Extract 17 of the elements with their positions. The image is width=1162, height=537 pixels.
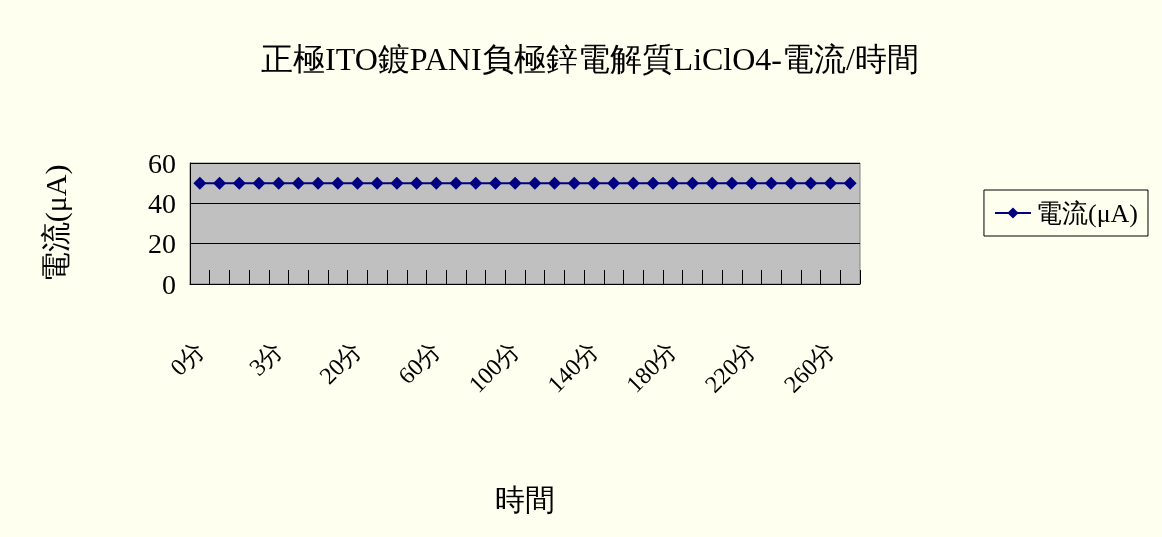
y-tick-label: 20 (148, 228, 176, 260)
x-tick-label: 60分 (393, 336, 446, 390)
legend-label: 電流(μA) (1035, 198, 1139, 228)
chart-title: 正極ITO鍍PANI負極鋅電解質LiClO4-電流/時間 (261, 41, 919, 77)
x-tick-label: 3分 (244, 336, 288, 381)
x-tick-label: 0分 (165, 336, 210, 381)
y-tick-label: 0 (162, 268, 176, 300)
x-tick-label: 260分 (778, 336, 840, 398)
x-tick-label: 180分 (621, 336, 682, 398)
x-tick-label: 220分 (700, 336, 761, 398)
x-axis-title: 時間 (495, 482, 555, 516)
x-tick-label: 100分 (463, 336, 525, 398)
x-tick-label: 20分 (314, 336, 367, 390)
y-tick-label: 60 (148, 147, 176, 179)
y-axis-title: 電流(μA) (38, 164, 73, 283)
x-tick-label: 140分 (542, 336, 604, 398)
y-tick-label: 40 (148, 187, 176, 219)
